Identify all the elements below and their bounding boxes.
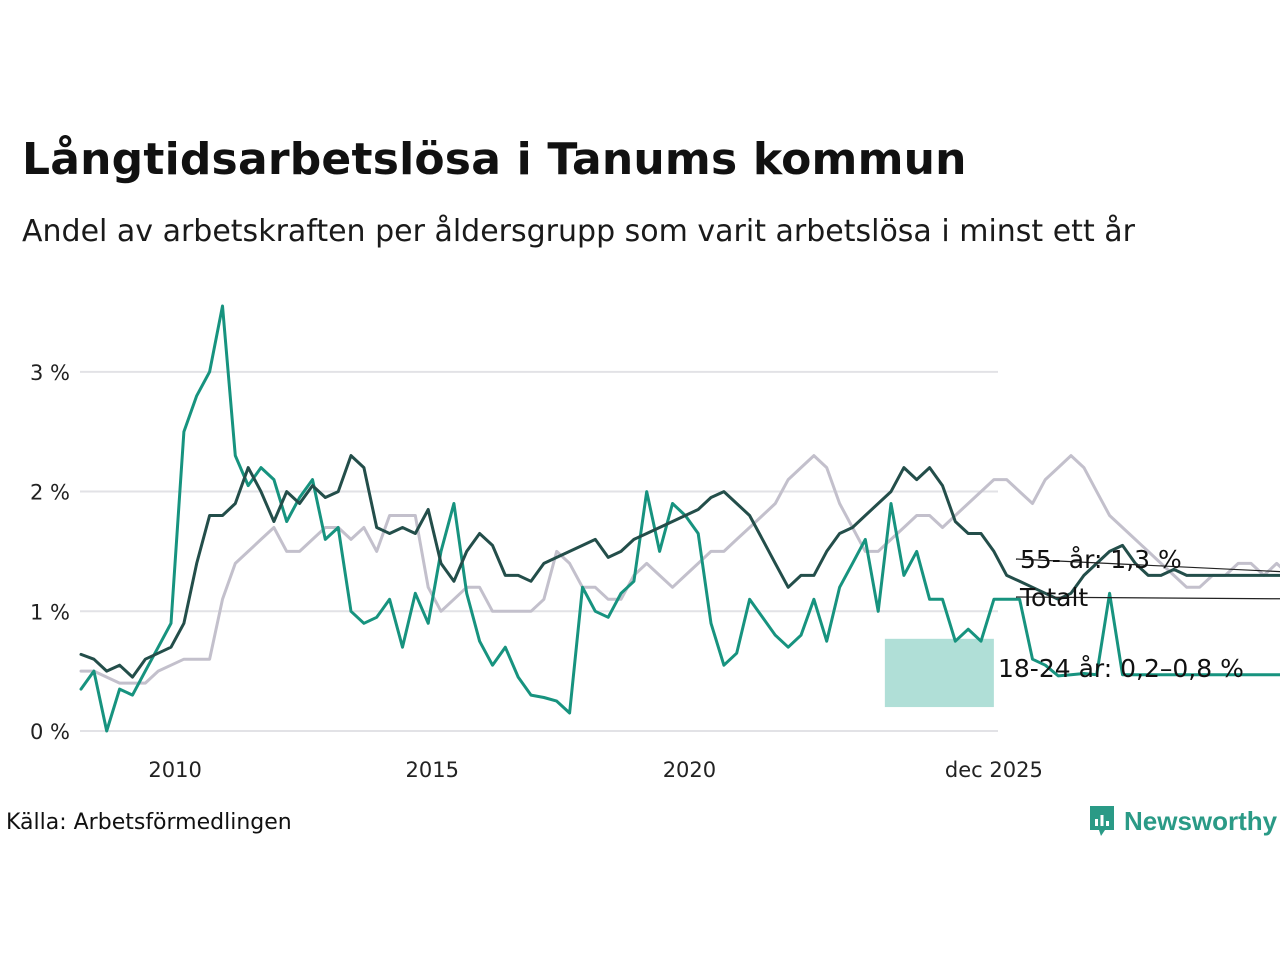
y-tick-label: 0 % [30, 720, 70, 744]
brand-name: Newsworthy [1124, 805, 1278, 836]
y-tick-label: 2 % [30, 481, 70, 505]
series-line-age55 [79, 454, 1280, 679]
uncertainty-band-18-24 [884, 638, 994, 708]
chart-title: Långtidsarbetslösa i Tanums kommun [22, 134, 967, 185]
x-tick-label: dec 2025 [945, 758, 1043, 782]
y-tick-label: 1 % [30, 600, 70, 624]
series-end-label: 18-24 år: 0,2–0,8 % [998, 654, 1244, 683]
x-tick-label: 2015 [406, 758, 459, 782]
label-leader-line [1015, 558, 1280, 573]
brand-logo: Newsworthy [1088, 804, 1277, 838]
newsworthy-logo-icon [1090, 806, 1114, 836]
x-tick-label: 2010 [148, 758, 201, 782]
label-leader-line [1015, 596, 1280, 600]
source-note: Källa: Arbetsförmedlingen [6, 810, 292, 835]
series-end-label: 55- år: 1,3 % [1020, 545, 1182, 574]
chart-subtitle: Andel av arbetskraften per åldersgrupp s… [22, 214, 1135, 249]
y-tick-label: 3 % [30, 361, 70, 385]
x-tick-label: 2020 [663, 758, 716, 782]
series-line-age18_24 [79, 304, 1280, 733]
series-line-total [79, 454, 1280, 685]
series-end-label: Totalt [1019, 583, 1088, 612]
